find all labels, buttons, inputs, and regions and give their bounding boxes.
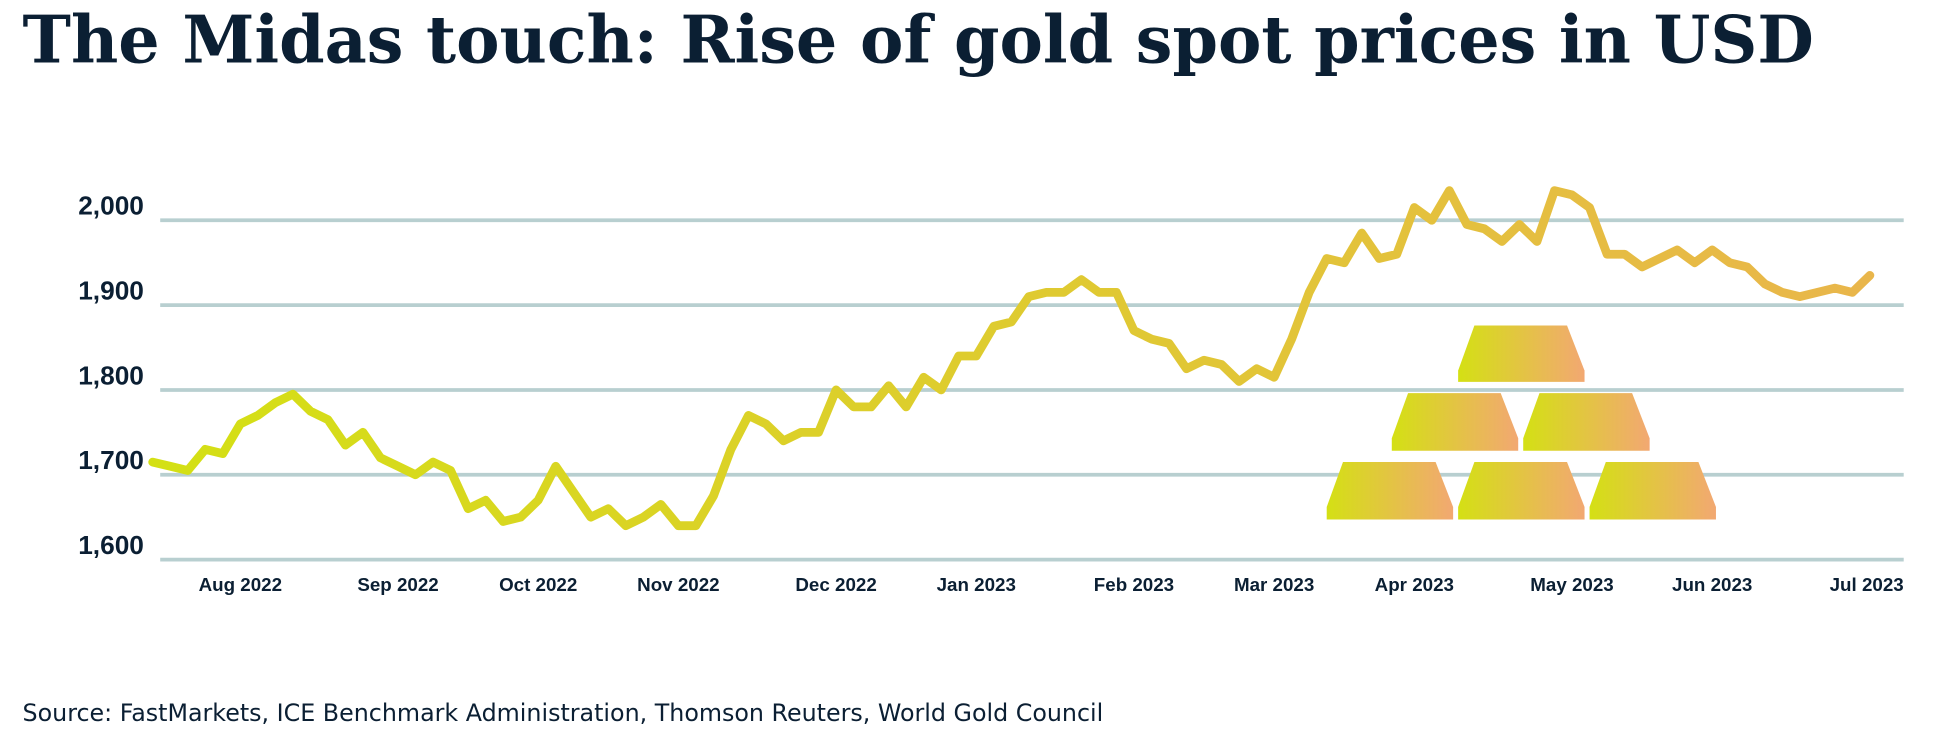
x-tick-label: Jul 2023 [1830, 574, 1904, 595]
y-tick-label: 1,900 [78, 276, 144, 306]
y-tick-label: 2,000 [78, 191, 144, 221]
x-tick-label: Aug 2022 [199, 574, 282, 595]
chart-title: The Midas touch: Rise of gold spot price… [23, 3, 1814, 79]
source-note: Source: FastMarkets, ICE Benchmark Admin… [23, 699, 1104, 727]
x-tick-label: Mar 2023 [1234, 574, 1314, 595]
y-tick-label: 1,700 [78, 445, 144, 475]
x-tick-label: May 2023 [1530, 574, 1613, 595]
gold-bars-illustration [1326, 325, 1716, 520]
x-tick-label: Oct 2022 [499, 574, 577, 595]
x-tick-label: Nov 2022 [637, 574, 719, 595]
y-tick-label: 1,600 [78, 530, 144, 560]
x-tick-label: Jun 2023 [1672, 574, 1752, 595]
x-tick-label: Apr 2023 [1375, 574, 1454, 595]
x-tick-label: Jan 2023 [937, 574, 1016, 595]
price-line [148, 186, 1875, 531]
y-tick-label: 1,800 [78, 360, 144, 390]
x-tick-label: Sep 2022 [357, 574, 438, 595]
x-tick-label: Feb 2023 [1094, 574, 1174, 595]
x-tick-label: Dec 2022 [795, 574, 876, 595]
plot-area: 1,600 1,700 1,800 1,900 2,000 Aug 2022 Sep 202… [78, 186, 1904, 595]
